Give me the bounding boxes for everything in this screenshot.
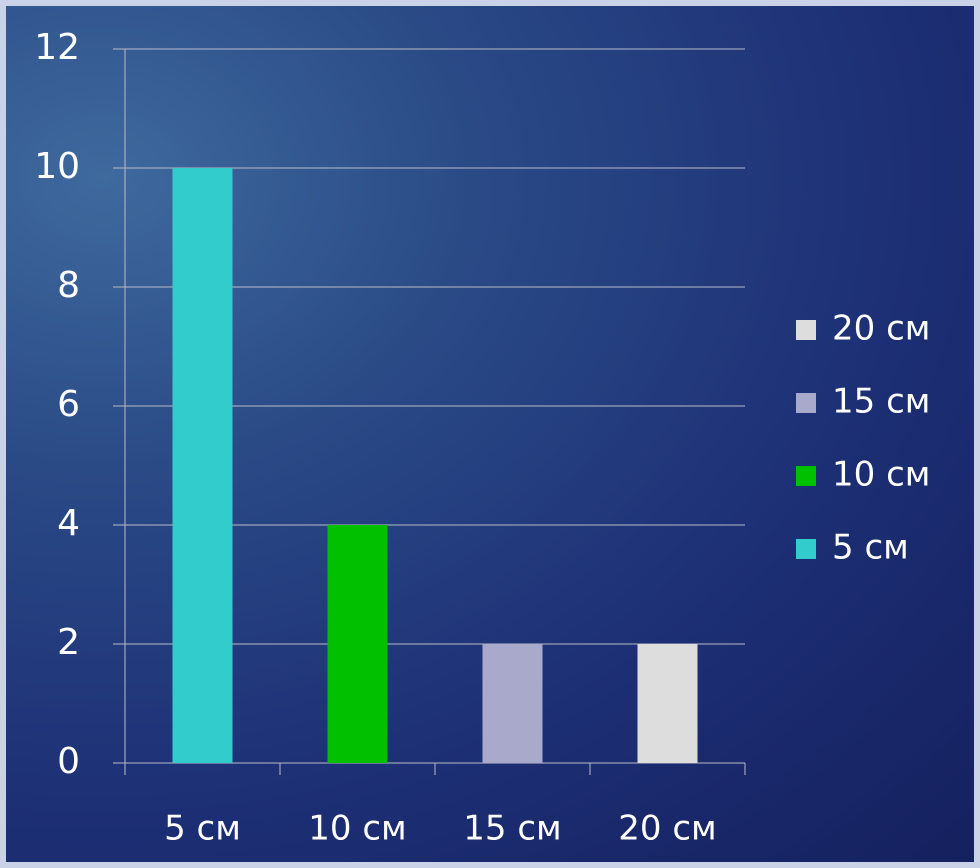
chart: 0 2 4 6 8 10 12 5 см 10 см 15 см 20 см 5 см 10 см 15 … — [34, 27, 930, 849]
legend-swatch — [796, 393, 816, 413]
y-tick-label: 0 — [57, 741, 80, 782]
y-tick-label: 10 — [34, 146, 80, 187]
x-tick-label: 10 см — [308, 809, 406, 849]
y-tick-label: 6 — [57, 384, 80, 425]
legend-swatch — [796, 539, 816, 559]
bar — [327, 525, 388, 763]
legend-label: 20 см — [832, 309, 930, 349]
legend-label: 10 см — [832, 455, 930, 495]
bar — [172, 168, 233, 763]
legend-label: 5 см — [832, 528, 909, 568]
y-tick-label: 12 — [34, 27, 80, 68]
y-tick-label: 4 — [57, 503, 80, 544]
bar — [482, 644, 543, 763]
legend-swatch — [796, 320, 816, 340]
y-tick-label: 8 — [57, 265, 80, 306]
y-tick-label: 2 — [57, 622, 80, 663]
legend-label: 15 см — [832, 382, 930, 422]
bar — [637, 644, 698, 763]
x-tick-label: 5 см — [164, 809, 241, 849]
legend-swatch — [796, 466, 816, 486]
x-tick-label: 15 см — [463, 809, 561, 849]
x-tick-label: 20 см — [618, 809, 716, 849]
